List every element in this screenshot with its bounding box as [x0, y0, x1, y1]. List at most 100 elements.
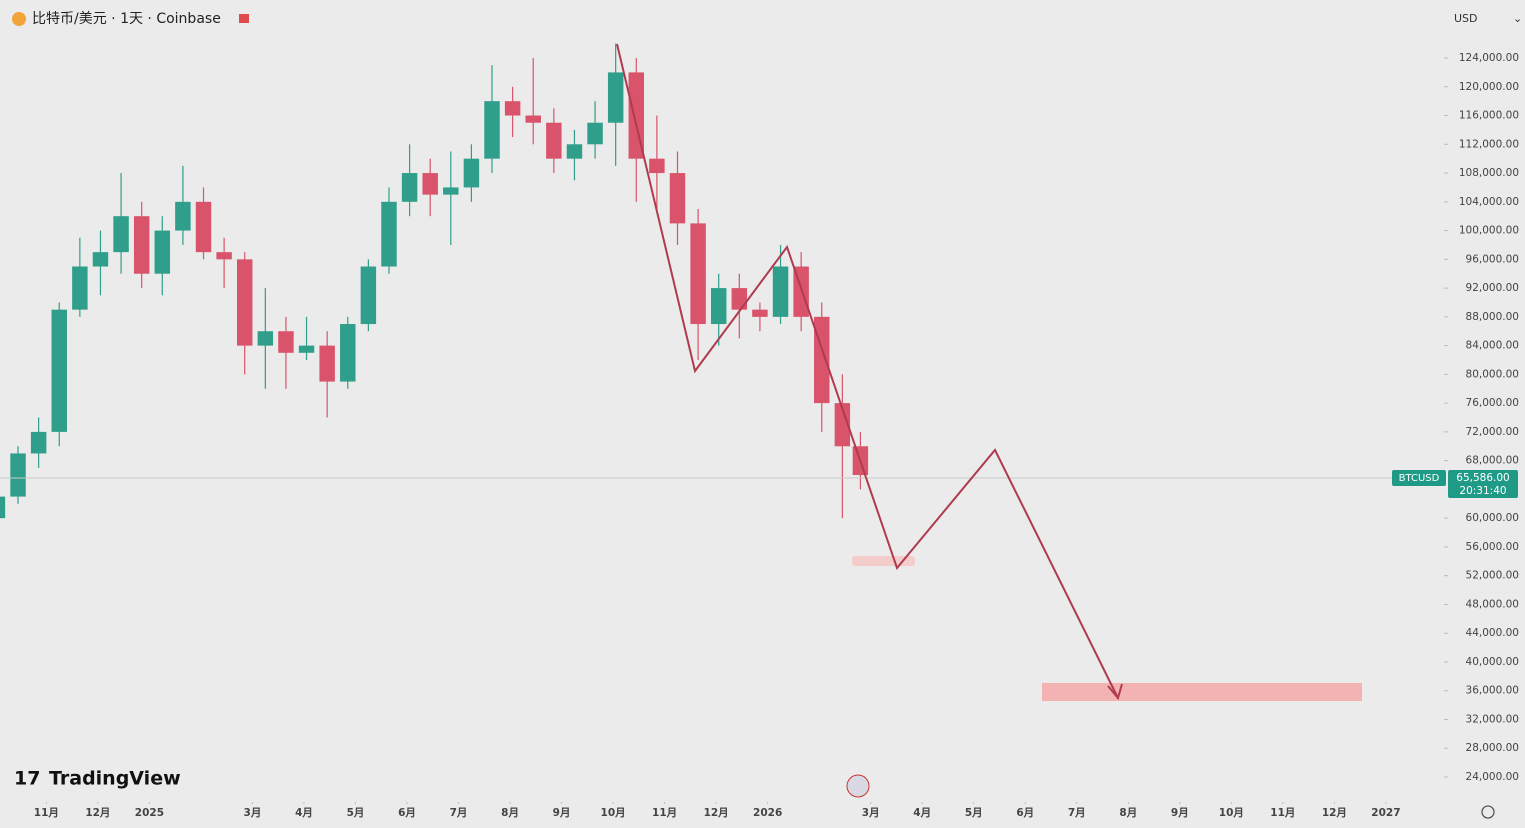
candle-body — [401, 173, 418, 202]
candle-body — [443, 187, 459, 195]
candle-body — [525, 115, 541, 123]
candle-body — [0, 496, 6, 519]
candle-body — [649, 158, 665, 174]
x-tick-label: 10月 — [601, 807, 626, 819]
y-tick-label: 72,000.00 — [1466, 426, 1519, 438]
event-icon[interactable] — [846, 774, 870, 798]
x-tick-label: 9月 — [553, 807, 571, 819]
candle-body — [154, 230, 171, 274]
candle-body — [10, 453, 26, 497]
x-tick-label: 6月 — [1016, 807, 1034, 819]
candle-body — [278, 331, 294, 353]
countdown-label: 20:31:40 — [1459, 485, 1506, 497]
x-tick-label: 9月 — [1171, 807, 1189, 819]
brand-name: TradingView — [49, 768, 181, 790]
candle-body — [298, 345, 315, 353]
y-tick-label: 40,000.00 — [1466, 656, 1519, 668]
candle-body — [484, 101, 500, 159]
x-tick-label: 11月 — [34, 807, 59, 819]
x-tick-label: 4月 — [295, 807, 313, 819]
settings-icon[interactable] — [1481, 805, 1495, 819]
currency[interactable]: USD — [1454, 12, 1478, 25]
x-tick-label: 12月 — [704, 807, 729, 819]
plot-area: 124,000.00 120,000.00 116,000.00 112,000.00… — [0, 43, 1519, 819]
candle-body — [772, 266, 789, 317]
y-tick-label: 24,000.00 — [1466, 771, 1519, 783]
x-tick-label: 10月 — [1219, 807, 1244, 819]
x-tick-label: 2027 — [1371, 807, 1400, 819]
candle-body — [30, 431, 47, 454]
currency-caret[interactable]: ⌄ — [1513, 12, 1522, 25]
x-tick-label: 3月 — [862, 807, 880, 819]
candle-body — [710, 288, 727, 325]
y-tick-label: 112,000.00 — [1459, 138, 1519, 150]
x-tick-label: 2026 — [753, 807, 782, 819]
candle-body — [236, 259, 253, 346]
x-tick-label: 11月 — [652, 807, 677, 819]
x-tick-label: 5月 — [965, 807, 983, 819]
candle-body — [257, 331, 274, 346]
candle-body — [133, 216, 150, 274]
candle-body — [72, 266, 88, 310]
symbol-badge — [1392, 470, 1446, 487]
y-tick-label: 32,000.00 — [1466, 713, 1519, 725]
x-tick-label: 12月 — [85, 807, 110, 819]
target-zone — [1042, 683, 1362, 701]
y-tick-label: 80,000.00 — [1466, 368, 1519, 380]
y-tick-label: 120,000.00 — [1459, 81, 1519, 93]
candle-body — [690, 223, 706, 325]
candle-body — [175, 201, 191, 231]
candle-body — [504, 101, 521, 116]
y-tick-label: 84,000.00 — [1466, 340, 1519, 352]
chart-title: 比特币/美元 · 1天 · Coinbase — [32, 11, 221, 27]
candle-body — [51, 309, 67, 432]
brand-mark: 17 — [14, 768, 40, 790]
x-tick-label: 8月 — [1119, 807, 1137, 819]
candle-body — [195, 201, 212, 253]
brand: 17 TradingView — [14, 768, 181, 790]
candle-body — [752, 309, 768, 317]
candle-body — [669, 173, 686, 224]
y-tick-label: 104,000.00 — [1459, 196, 1519, 208]
projection-path — [616, 43, 1119, 699]
x-tick-label: 6月 — [398, 807, 416, 819]
price-badge — [1448, 470, 1518, 499]
candle-body — [546, 122, 562, 159]
x-tick-label: 7月 — [1068, 807, 1086, 819]
y-tick-label: 56,000.00 — [1466, 541, 1519, 553]
annotations — [616, 43, 1362, 701]
coin-icon — [12, 12, 26, 26]
candle-body — [216, 252, 232, 260]
y-tick-label: 124,000.00 — [1459, 52, 1519, 64]
y-tick-label: 48,000.00 — [1466, 598, 1519, 610]
x-tick-label: 8月 — [501, 807, 519, 819]
projection-arrow — [1107, 683, 1123, 701]
x-tick-label: 11月 — [1270, 807, 1295, 819]
y-tick-label: 108,000.00 — [1459, 167, 1519, 179]
price-label: 65,586.00 — [1456, 472, 1509, 484]
x-tick-label: 12月 — [1322, 807, 1347, 819]
candle-body — [587, 122, 603, 145]
candle-body — [381, 201, 397, 267]
candle-body — [422, 173, 438, 195]
candle-body — [340, 324, 356, 382]
target-zone-small — [852, 556, 915, 566]
candle-body — [463, 158, 480, 188]
y-tick-label: 28,000.00 — [1466, 742, 1519, 754]
y-tick-label: 52,000.00 — [1466, 570, 1519, 582]
symbol-label: BTCUSD — [1399, 473, 1440, 484]
flag-icon — [239, 14, 249, 23]
y-tick-label: 60,000.00 — [1466, 512, 1519, 524]
y-tick-label: 116,000.00 — [1459, 110, 1519, 122]
x-tick-label: 3月 — [244, 807, 262, 819]
candle-body — [607, 72, 624, 123]
y-tick-label: 96,000.00 — [1466, 253, 1519, 265]
candle-body — [834, 403, 851, 447]
y-tick-label: 44,000.00 — [1466, 627, 1519, 639]
x-tick-label: 4月 — [913, 807, 931, 819]
candle-body — [731, 288, 748, 310]
candle-body — [319, 345, 335, 382]
x-tick-label: 2025 — [135, 807, 164, 819]
